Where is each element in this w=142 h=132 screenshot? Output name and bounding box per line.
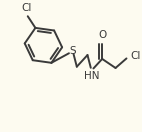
Text: Cl: Cl [21, 3, 31, 13]
Text: O: O [98, 30, 106, 40]
Text: HN: HN [84, 71, 99, 81]
Text: S: S [69, 46, 76, 56]
Text: Cl: Cl [130, 51, 141, 61]
